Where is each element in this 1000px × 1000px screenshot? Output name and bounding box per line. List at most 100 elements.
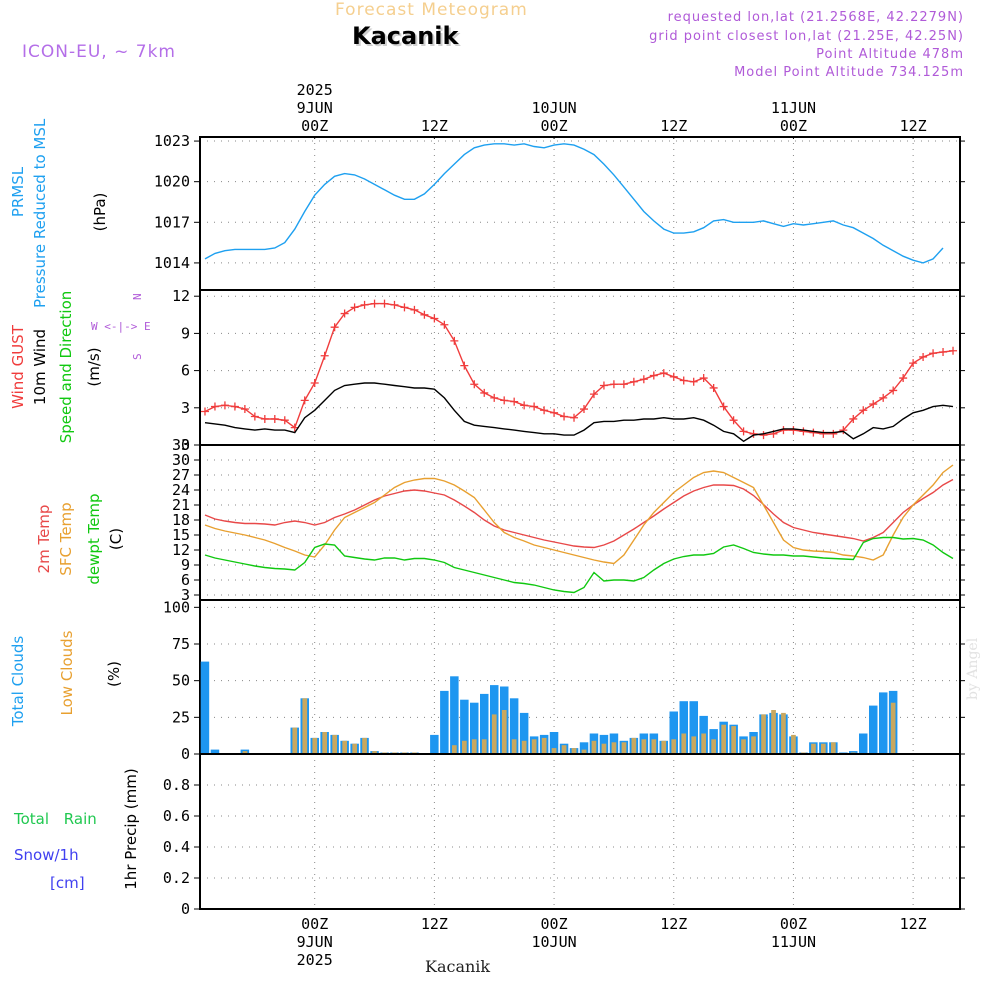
top-time-label: 10JUN	[531, 99, 576, 117]
bottom-time-label: 00Z	[780, 915, 807, 933]
model-altitude: Model Point Altitude 734.125m	[734, 65, 964, 80]
clouds-bar-1	[362, 737, 367, 754]
station-name: Kacanik	[352, 22, 459, 50]
gust-marker	[360, 300, 369, 309]
top-time-label: 00Z	[541, 117, 568, 135]
gust-marker	[749, 429, 758, 438]
wind-series-0	[204, 302, 954, 436]
gust-marker	[599, 381, 608, 390]
gust-marker	[899, 374, 908, 383]
clouds-bar-1	[721, 724, 726, 754]
clouds-bar-0	[440, 690, 449, 754]
gust-marker	[809, 428, 818, 437]
temperature-ytick-label: 24	[172, 481, 190, 499]
clouds-bar-1	[541, 737, 547, 754]
gust-marker	[450, 336, 459, 345]
gust-marker	[849, 414, 858, 423]
clouds-bar-1	[372, 751, 377, 754]
temperature-series-2	[204, 536, 954, 594]
gust-marker	[400, 303, 409, 312]
temperature-ytick-label: 12	[172, 541, 190, 559]
bottom-time-label: 9JUN	[297, 933, 333, 951]
gust-marker	[380, 299, 389, 308]
clouds-bar-1	[701, 733, 706, 754]
precip-ytick-label: 0.6	[163, 807, 190, 825]
clouds-bar-1	[581, 749, 587, 754]
gust-marker	[320, 351, 329, 360]
temperature-ytick-label: 21	[172, 496, 190, 514]
gust-marker	[500, 396, 509, 405]
wind-series-1	[204, 382, 954, 443]
clouds-bar-1	[890, 702, 896, 754]
temperature-series-0	[204, 478, 954, 549]
clouds-bar-1	[771, 710, 776, 754]
clouds-bar-0	[689, 701, 698, 754]
clouds-bar-0	[480, 693, 489, 754]
gust-marker	[280, 416, 289, 425]
pressure-ytick-label: 1023	[154, 132, 190, 150]
clouds-bar-1	[511, 739, 517, 754]
bottom-time-label: 12Z	[900, 915, 927, 933]
top-time-label: 12Z	[660, 117, 687, 135]
wind-ytick-label: 12	[172, 287, 190, 305]
gust-marker	[490, 393, 499, 402]
temperature-ytick-label: 33	[172, 436, 190, 454]
clouds-bar-0	[669, 711, 678, 754]
clouds-bar-1	[671, 739, 677, 754]
gust-marker	[560, 412, 569, 421]
clouds-bar-1	[711, 739, 716, 754]
gust-marker	[909, 359, 918, 368]
clouds-bar-0	[450, 676, 459, 754]
clouds-bar-1	[741, 739, 746, 754]
grid-point-coords: grid point closest lon,lat (21.25E, 42.2…	[649, 29, 964, 44]
footer-station: Kacanik	[425, 957, 491, 976]
gust-marker	[520, 401, 529, 410]
gust-marker	[350, 303, 359, 312]
bottom-time-label: 12Z	[660, 915, 687, 933]
clouds-bar-0	[470, 702, 479, 754]
gust-marker	[689, 377, 698, 386]
clouds-ytick-label: 75	[172, 635, 190, 653]
clouds-bar-0	[879, 692, 888, 754]
gust-marker	[230, 402, 239, 411]
temperature-ytick-label: 30	[172, 451, 190, 469]
clouds-bar-1	[571, 748, 577, 754]
pressure-ytick-label: 1020	[154, 173, 190, 191]
gust-marker	[420, 310, 429, 319]
wind-ytick-label: 0	[181, 436, 190, 454]
gust-marker	[440, 320, 449, 329]
pressure-ytick-label: 1014	[154, 254, 190, 272]
gust-marker	[759, 431, 768, 440]
pressure-ytick-label: 1017	[154, 213, 190, 231]
gust-marker	[869, 400, 878, 409]
chart-title: Forecast Meteogram	[335, 0, 528, 20]
clouds-bar-1	[661, 740, 667, 754]
gust-marker	[659, 369, 668, 378]
clouds-bar-1	[761, 714, 766, 754]
clouds-bar-1	[501, 710, 507, 754]
clouds-bar-1	[591, 740, 597, 754]
clouds-bar-0	[679, 701, 688, 754]
gust-marker	[550, 408, 559, 417]
clouds-ytick-label: 50	[172, 672, 190, 690]
gust-marker	[949, 346, 958, 355]
clouds-bar-1	[561, 745, 567, 754]
gust-marker	[799, 427, 808, 436]
clouds-bar-0	[200, 661, 210, 754]
clouds-bar-1	[791, 734, 796, 754]
bottom-time-label: 00Z	[301, 915, 328, 933]
gust-marker	[609, 380, 618, 389]
requested-coords: requested lon,lat (21.2568E, 42.2279N)	[667, 10, 964, 25]
clouds-ytick-label: 100	[163, 598, 190, 616]
top-time-label: 00Z	[301, 117, 328, 135]
gust-marker	[570, 413, 579, 422]
clouds-bar-1	[242, 751, 248, 754]
gust-marker	[889, 386, 898, 395]
gust-marker	[210, 402, 219, 411]
top-time-label: 00Z	[780, 117, 807, 135]
gust-marker	[330, 323, 339, 332]
clouds-bar-1	[491, 714, 497, 754]
gust-marker	[250, 412, 259, 421]
precip-ytick-label: 0.2	[163, 869, 190, 887]
clouds-bar-1	[731, 726, 736, 754]
